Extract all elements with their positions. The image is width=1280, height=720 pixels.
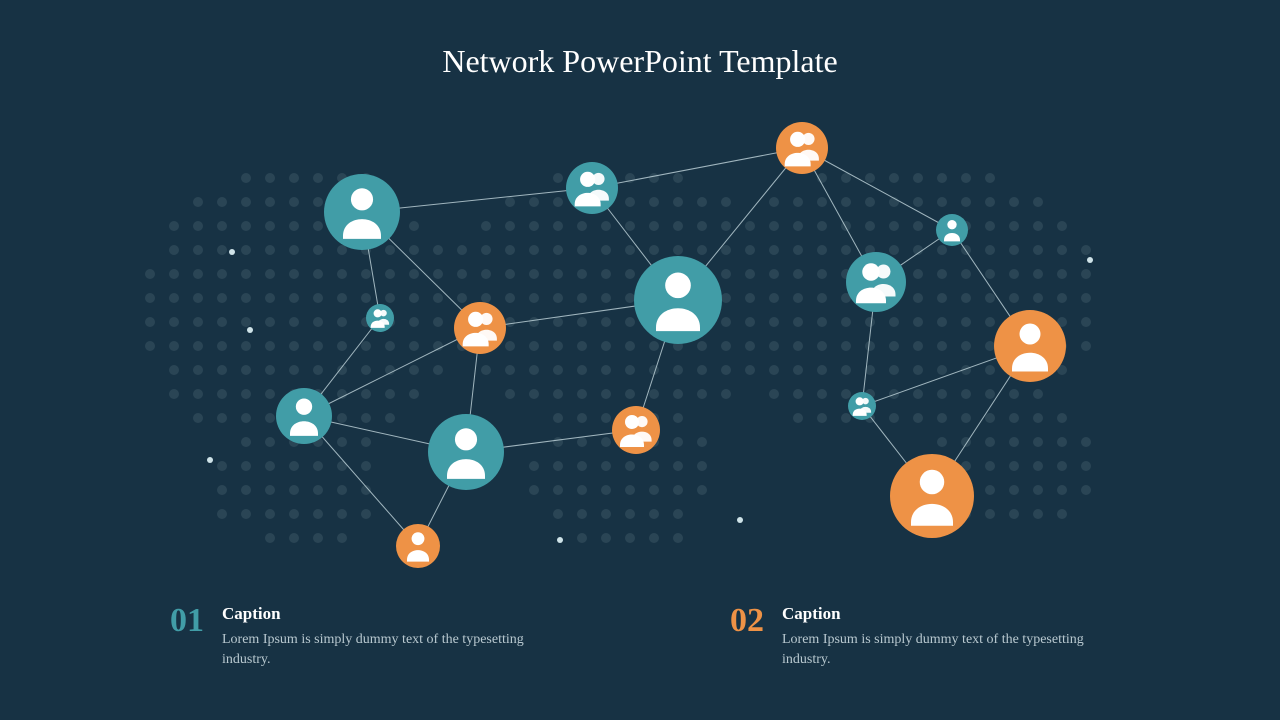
network-node [936, 214, 968, 246]
network-node [454, 302, 506, 354]
caption-text: Caption Lorem Ipsum is simply dummy text … [782, 604, 1090, 671]
caption-body: Lorem Ipsum is simply dummy text of the … [782, 630, 1090, 671]
slide-stage: Network PowerPoint Template 01 Caption Lor… [0, 0, 1280, 720]
network-node [994, 310, 1066, 382]
caption-number: 02 [730, 604, 764, 638]
caption-number: 01 [170, 604, 204, 638]
network-node [276, 388, 332, 444]
network-node [776, 122, 828, 174]
network-node [566, 162, 618, 214]
network-node [890, 454, 974, 538]
network-node [396, 524, 440, 568]
network-node [634, 256, 722, 344]
slide-title: Network PowerPoint Template [0, 43, 1280, 80]
caption-block: 02 Caption Lorem Ipsum is simply dummy tex… [730, 604, 1090, 671]
caption-text: Caption Lorem Ipsum is simply dummy text … [222, 604, 530, 671]
network-node [428, 414, 504, 490]
caption-title: Caption [222, 604, 530, 624]
caption-title: Caption [782, 604, 1090, 624]
caption-body: Lorem Ipsum is simply dummy text of the … [222, 630, 530, 671]
network-node [324, 174, 400, 250]
network-node [846, 252, 906, 312]
network-node [366, 304, 394, 332]
caption-block: 01 Caption Lorem Ipsum is simply dummy tex… [170, 604, 530, 671]
network-node [612, 406, 660, 454]
network-node [848, 392, 876, 420]
